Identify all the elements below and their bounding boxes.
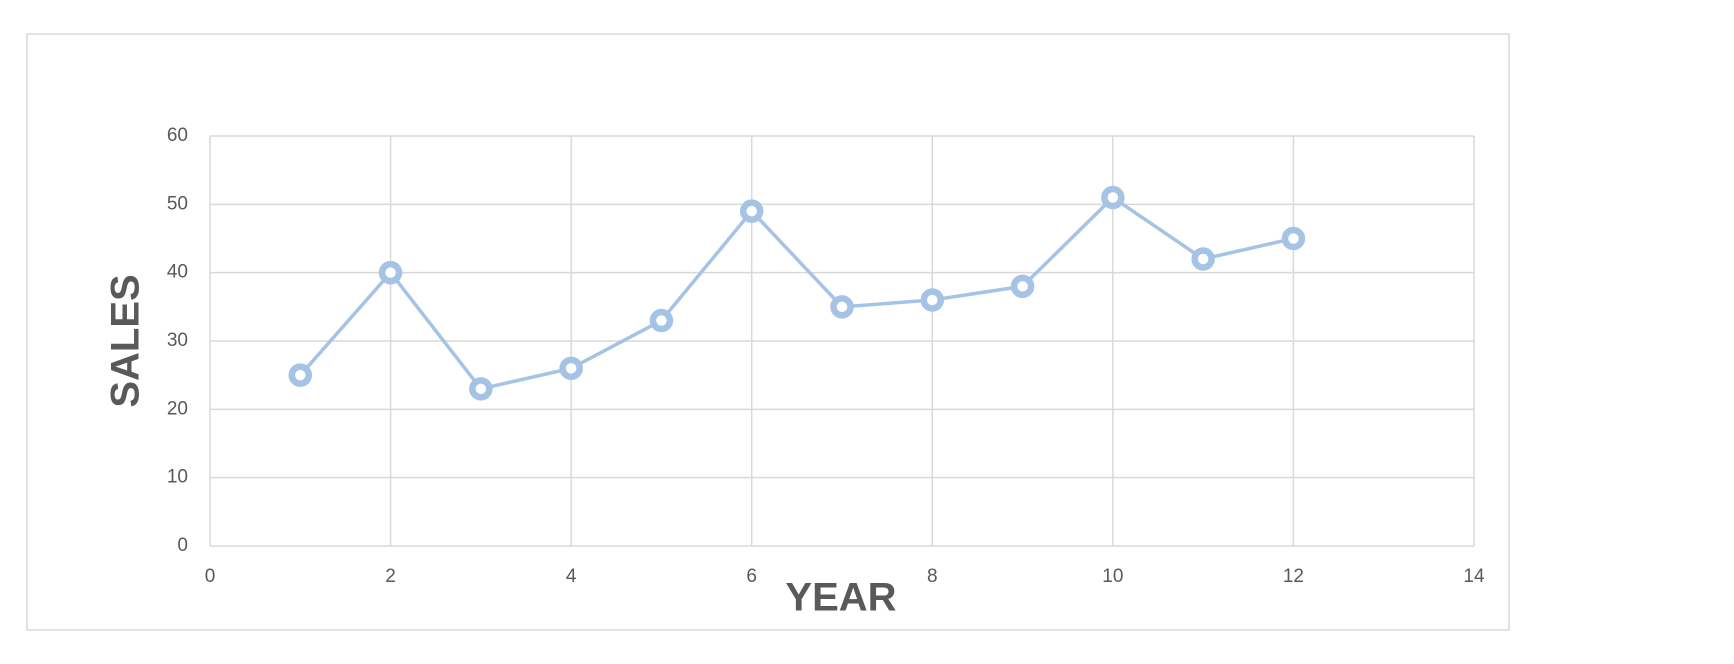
y-tick-label: 40 [167,262,188,283]
y-axis-title: SALES [104,274,148,407]
y-tick-label: 0 [177,535,188,556]
data-point [1281,226,1306,251]
data-point [739,199,764,223]
y-tick-label: 10 [167,467,188,488]
data-point [559,356,583,381]
data-point [288,363,313,387]
y-tick-label: 50 [167,193,188,214]
data-point [378,260,403,285]
x-tick-label: 2 [385,566,396,587]
data-point [1191,247,1215,271]
data-point [469,377,493,401]
data-point [1101,185,1125,210]
data-point [649,308,674,333]
x-tick-label: 6 [746,566,757,587]
series-line [298,195,1294,391]
x-tick-label: 0 [205,566,216,587]
data-point [830,295,854,319]
x-tick-label: 8 [927,566,938,587]
data-point [1010,274,1035,299]
y-tick-label: 20 [167,398,188,419]
y-tick-label: 30 [167,330,188,351]
x-tick-label: 12 [1283,566,1304,587]
data-point [920,288,945,312]
chart-frame [26,33,1510,631]
x-axis-title: YEAR [785,576,896,620]
x-tick-label: 14 [1463,566,1485,587]
y-tick-label: 60 [167,125,188,146]
x-tick-label: 4 [566,566,577,587]
x-tick-label: 10 [1102,566,1123,587]
